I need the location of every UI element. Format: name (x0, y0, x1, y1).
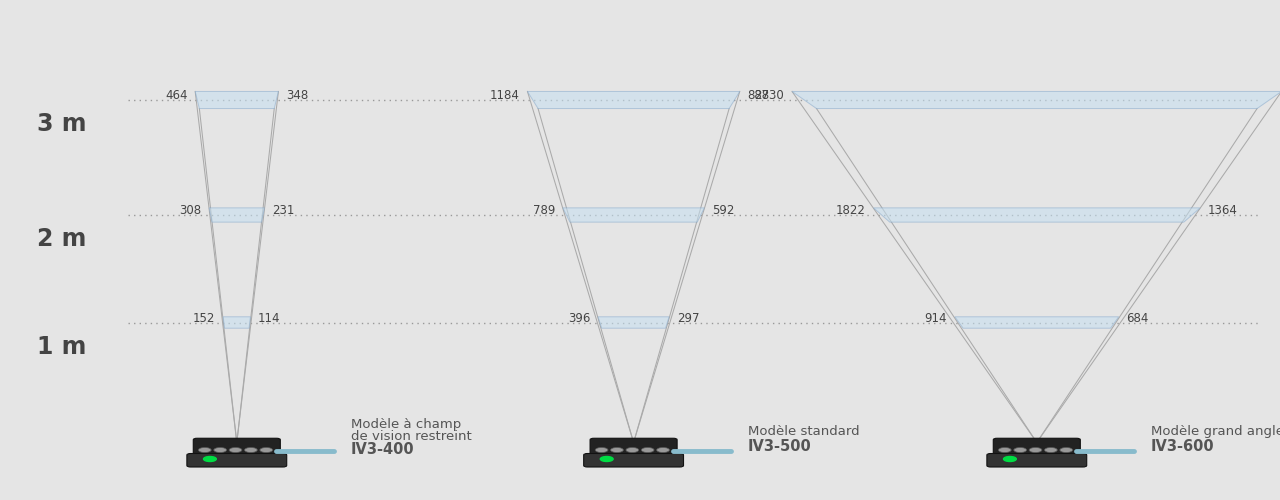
Text: 348: 348 (287, 89, 308, 102)
FancyBboxPatch shape (187, 454, 287, 467)
Circle shape (1014, 448, 1027, 452)
Polygon shape (598, 317, 669, 328)
FancyBboxPatch shape (590, 438, 677, 460)
Circle shape (229, 448, 242, 452)
Text: 2 m: 2 m (37, 227, 86, 251)
Polygon shape (209, 208, 265, 222)
Circle shape (1044, 448, 1057, 452)
Circle shape (204, 456, 216, 462)
Text: 464: 464 (165, 89, 187, 102)
FancyBboxPatch shape (987, 454, 1087, 467)
FancyBboxPatch shape (584, 454, 684, 467)
Text: Modèle grand angle: Modèle grand angle (1151, 425, 1280, 438)
Circle shape (1029, 448, 1042, 452)
Circle shape (641, 448, 654, 452)
Text: 396: 396 (568, 312, 590, 324)
Text: 888: 888 (748, 89, 769, 102)
Text: 1364: 1364 (1208, 204, 1238, 217)
Polygon shape (527, 92, 740, 108)
FancyBboxPatch shape (193, 438, 280, 460)
Circle shape (214, 448, 227, 452)
Circle shape (244, 448, 257, 452)
Circle shape (626, 448, 639, 452)
Circle shape (611, 448, 623, 452)
Text: 592: 592 (712, 204, 735, 217)
Polygon shape (792, 92, 1280, 108)
FancyBboxPatch shape (993, 438, 1080, 460)
Text: IV3-400: IV3-400 (351, 442, 415, 457)
Circle shape (998, 448, 1011, 452)
Circle shape (657, 448, 669, 452)
Text: 2730: 2730 (755, 89, 785, 102)
Text: 789: 789 (532, 204, 556, 217)
Text: 1 m: 1 m (37, 334, 86, 358)
Text: 114: 114 (259, 312, 280, 324)
Text: 3 m: 3 m (37, 112, 86, 136)
Circle shape (1060, 448, 1073, 452)
Circle shape (260, 448, 273, 452)
Circle shape (595, 448, 608, 452)
Text: 231: 231 (273, 204, 294, 217)
Text: 297: 297 (677, 312, 699, 324)
Text: IV3-600: IV3-600 (1151, 439, 1215, 454)
Text: Modèle à champ: Modèle à champ (351, 418, 461, 431)
Polygon shape (223, 317, 251, 328)
Circle shape (600, 456, 613, 462)
Polygon shape (873, 208, 1201, 222)
Polygon shape (195, 92, 279, 108)
Text: 914: 914 (924, 312, 947, 324)
Polygon shape (955, 317, 1119, 328)
Text: Modèle standard: Modèle standard (748, 425, 859, 438)
Text: 308: 308 (179, 204, 201, 217)
Text: 1184: 1184 (490, 89, 520, 102)
Text: 1822: 1822 (836, 204, 865, 217)
Circle shape (198, 448, 211, 452)
Text: 152: 152 (193, 312, 215, 324)
Text: IV3-500: IV3-500 (748, 439, 812, 454)
Polygon shape (563, 208, 704, 222)
Circle shape (1004, 456, 1016, 462)
Text: de vision restreint: de vision restreint (351, 430, 471, 443)
Text: 684: 684 (1126, 312, 1148, 324)
